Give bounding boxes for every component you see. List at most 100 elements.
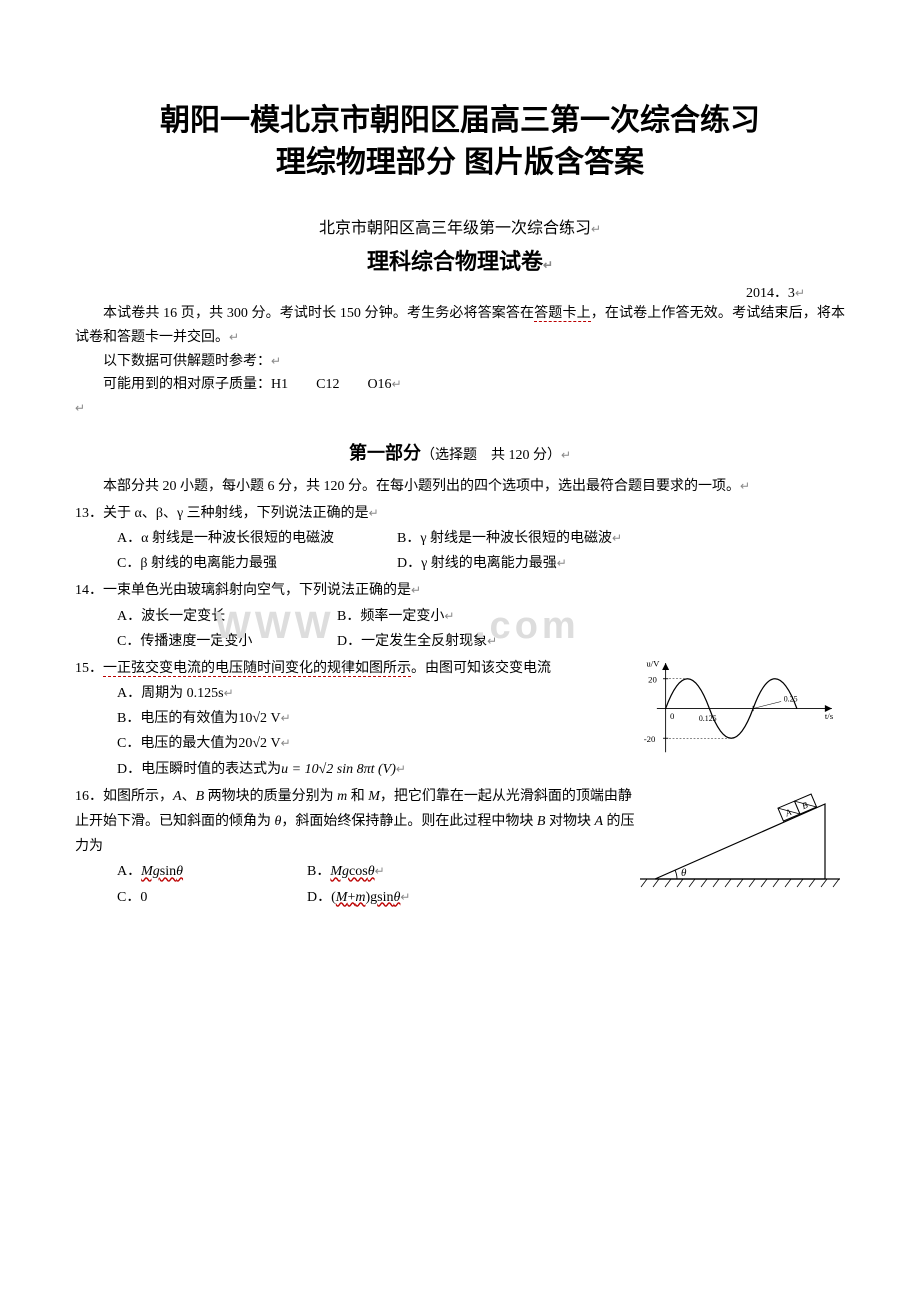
q15-opt-d: D．电压瞬时值的表达式为u = 10√2 sin 8πt (V)↵ — [117, 757, 615, 782]
q15-opt-b: B．电压的有效值为10√2 V↵ — [117, 706, 615, 731]
date-text: 2014．3 — [746, 286, 795, 301]
q16-d-2: M — [336, 890, 348, 905]
q16-opt-a: A．Mgsinθ — [117, 859, 307, 884]
question-15: u/V t/s 20 -20 0 0.125 0.25 15．一正弦交变电流的电… — [75, 656, 845, 782]
intro-p3-text: 可能用到的相对原子质量：H1 C12 O16 — [103, 377, 392, 392]
return-mark: ↵ — [487, 634, 497, 648]
q15-stem-b: 一正弦交变电流的电压随时间变化的规律如图所示 — [103, 661, 411, 677]
q16-s-m3: 和 — [347, 789, 368, 804]
q14-stem: 14．一束单色光由玻璃斜射向空气，下列说法正确的是↵ — [75, 578, 845, 603]
return-mark: ↵ — [612, 531, 622, 545]
section-1-intro: 本部分共 20 小题，每小题 6 分，共 120 分。在每小题列出的四个选项中，… — [75, 475, 845, 499]
x-label-025: 0.25 — [784, 694, 798, 703]
q13-stem-text: 13．关于 α、β、γ 三种射线，下列说法正确的是 — [75, 506, 369, 521]
q16-b-mg: Mg — [330, 864, 349, 879]
q16-b-pre: B． — [307, 864, 330, 879]
return-mark: ↵ — [543, 258, 553, 272]
q15-stem-a: 15． — [75, 661, 103, 676]
intro-p1b: 答题卡上 — [534, 306, 591, 322]
q16-opt-c: C．0 — [117, 885, 307, 910]
sine-wave-figure: u/V t/s 20 -20 0 0.125 0.25 — [625, 656, 855, 761]
question-14: WWW .com 14．一束单色光由玻璃斜射向空气，下列说法正确的是↵ A．波长… — [75, 578, 845, 654]
q13-opt-d-text: D．γ 射线的电离能力最强 — [397, 556, 557, 571]
sub-header: 北京市朝阳区高三年级第一次综合练习↵ — [75, 214, 845, 238]
q16-stem: 16．如图所示，A、B 两物块的质量分别为 m 和 M，把它们靠在一起从光滑斜面… — [75, 784, 635, 860]
q15-opt-c-text: C．电压的最大值为20√2 V — [117, 736, 281, 751]
q16-d-5: )g — [365, 890, 377, 905]
q15-opt-d-b: u = 10√2 sin 8πt (V) — [281, 762, 396, 777]
exam-title: 理科综合物理试卷↵ — [75, 244, 845, 276]
q16-s-m1: 、 — [182, 789, 196, 804]
return-mark: ↵ — [591, 222, 601, 236]
title-line-1: 朝阳一模北京市朝阳区届高三第一次综合练习 — [75, 100, 845, 142]
q16-s-m2: 两物块的质量分别为 — [204, 789, 337, 804]
q15-opt-d-a: D．电压瞬时值的表达式为 — [117, 762, 281, 777]
x-axis-label: t/s — [825, 711, 834, 721]
blank-line: ↵ — [75, 397, 845, 421]
q13-opt-b-text: B．γ 射线是一种波长很短的电磁波 — [397, 531, 612, 546]
q15-opt-b-text: B．电压的有效值为10√2 V — [117, 711, 281, 726]
q16-a-pre: A． — [117, 864, 141, 879]
q13-stem: 13．关于 α、β、γ 三种射线，下列说法正确的是↵ — [75, 501, 845, 526]
q14-stem-text: 14．一束单色光由玻璃斜射向空气，下列说法正确的是 — [75, 583, 411, 598]
return-mark: ↵ — [271, 354, 281, 368]
title-line-2: 理综物理部分 图片版含答案 — [75, 142, 845, 184]
q13-opt-c: C．β 射线的电离能力最强 — [117, 551, 397, 576]
intro-p1: 本试卷共 16 页，共 300 分。考试时长 150 分钟。考生务必将答案答在答… — [75, 302, 845, 350]
q16-opt-b: B．Mgcosθ↵ — [307, 859, 385, 884]
q16-opt-d: D．(M+m)gsinθ↵ — [307, 885, 410, 910]
q16-b-cos: cos — [349, 864, 368, 879]
incline-figure: θ A B — [635, 784, 845, 894]
q13-opt-a: A．α 射线是一种波长很短的电磁波 — [117, 526, 397, 551]
q16-s-m5: ，斜面始终保持静止。则在此过程中物块 — [281, 814, 537, 829]
intro-p2: 以下数据可供解题时参考：↵ — [75, 350, 845, 374]
exam-title-text: 理科综合物理试卷 — [367, 249, 543, 274]
q15-opt-c: C．电压的最大值为20√2 V↵ — [117, 731, 615, 756]
return-mark: ↵ — [281, 736, 291, 750]
return-mark: ↵ — [795, 286, 805, 300]
q13-opt-d: D．γ 射线的电离能力最强↵ — [397, 551, 567, 576]
return-mark: ↵ — [392, 377, 402, 391]
return-mark: ↵ — [396, 762, 406, 776]
y-tick-20: 20 — [648, 674, 657, 684]
return-mark: ↵ — [375, 864, 385, 878]
q16-a-th: θ — [176, 864, 183, 879]
q16-a-sin: sin — [160, 864, 176, 879]
return-mark: ↵ — [224, 686, 234, 700]
q16-s-i2: B — [196, 789, 205, 804]
question-16: θ A B 16．如图所示，A、B 两物块的质量分别为 m 和 M，把它们靠在一… — [75, 784, 845, 910]
q14-opt-d-text: D．一定发生全反射现象 — [337, 634, 487, 649]
document-title: 朝阳一模北京市朝阳区届高三第一次综合练习 理综物理部分 图片版含答案 — [75, 100, 845, 184]
section-1-intro-text: 本部分共 20 小题，每小题 6 分，共 120 分。在每小题列出的四个选项中，… — [103, 479, 740, 494]
return-mark: ↵ — [557, 556, 567, 570]
return-mark: ↵ — [561, 448, 571, 462]
q16-s0: 16．如图所示， — [75, 789, 173, 804]
q16-s-i4: M — [368, 789, 380, 804]
q16-d-1: D．( — [307, 890, 336, 905]
ground-hatch — [641, 879, 839, 887]
intro-p3: 可能用到的相对原子质量：H1 C12 O16↵ — [75, 373, 845, 397]
origin-0: 0 — [670, 711, 675, 721]
angle-label: θ — [681, 867, 687, 879]
section-1-small: （选择题 共 120 分） — [421, 448, 561, 463]
question-13: 13．关于 α、β、γ 三种射线，下列说法正确的是↵ A．α 射线是一种波长很短… — [75, 501, 845, 577]
y-axis-label: u/V — [646, 658, 660, 668]
return-mark: ↵ — [444, 609, 454, 623]
section-1-title: 第一部分（选择题 共 120 分）↵ — [75, 439, 845, 465]
return-mark: ↵ — [369, 506, 379, 520]
y-tick-neg20: -20 — [644, 734, 656, 744]
return-mark: ↵ — [75, 401, 85, 415]
q15-stem-c: 。由图可知该交变电流 — [411, 661, 551, 676]
exam-date: 2014．3↵ — [75, 282, 845, 302]
q14-opt-b: B．频率一定变小↵ — [337, 604, 454, 629]
q15-stem: 15．一正弦交变电流的电压随时间变化的规律如图所示。由图可知该交变电流 — [75, 656, 615, 681]
q16-d-4: m — [355, 890, 365, 905]
q14-opt-c: C．传播速度一定变小 — [117, 629, 337, 654]
q16-b-th: θ — [368, 864, 375, 879]
section-1-big: 第一部分 — [349, 443, 421, 463]
q16-s-i7: A — [594, 814, 603, 829]
return-mark: ↵ — [400, 890, 410, 904]
intro-p2-text: 以下数据可供解题时参考： — [103, 354, 271, 369]
q13-opt-b: B．γ 射线是一种波长很短的电磁波↵ — [397, 526, 622, 551]
return-mark: ↵ — [281, 711, 291, 725]
